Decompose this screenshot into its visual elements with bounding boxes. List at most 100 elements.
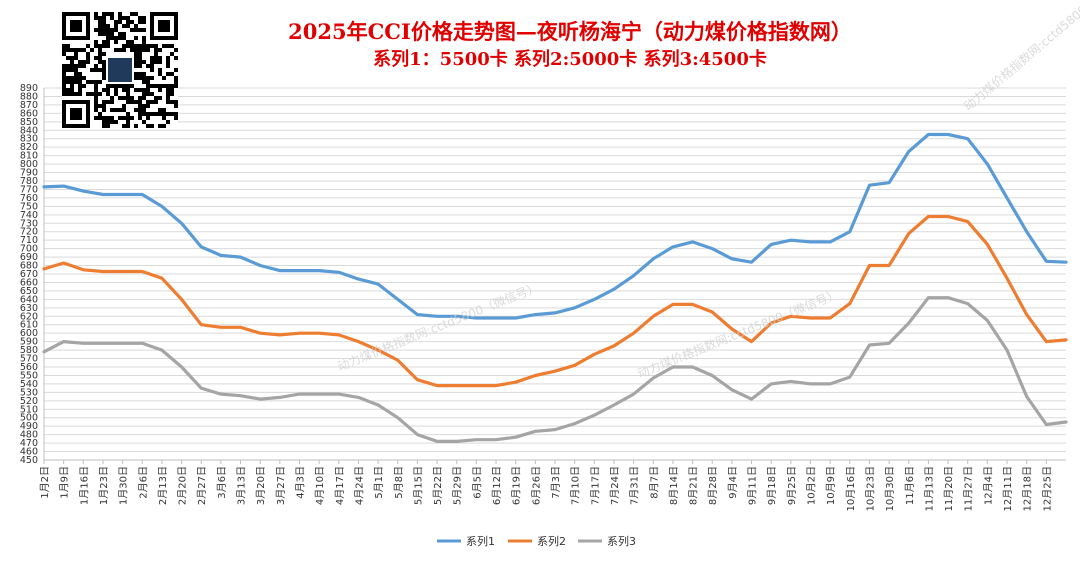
qr-module: [138, 96, 142, 100]
qr-module: [106, 92, 110, 96]
qr-module: [102, 68, 106, 72]
y-tick-label: 850: [20, 117, 38, 128]
qr-module: [142, 120, 146, 124]
qr-module: [70, 88, 74, 92]
chart-title: 2025年CCI价格走势图—夜听杨海宁（动力煤价格指数网）: [288, 19, 852, 44]
qr-module: [122, 84, 126, 88]
qr-module: [70, 64, 74, 68]
qr-module: [90, 48, 94, 52]
qr-module: [134, 28, 138, 32]
qr-module: [70, 92, 74, 96]
qr-module: [66, 76, 70, 80]
qr-module: [154, 100, 158, 104]
x-tick-label: 8月28日: [707, 466, 719, 505]
x-tick-label: 1月30日: [118, 466, 130, 505]
qr-module: [170, 52, 174, 56]
y-tick-label: 530: [20, 387, 38, 398]
qr-module: [114, 84, 118, 88]
qr-module: [150, 112, 154, 116]
qr-module: [158, 56, 162, 60]
x-tick-label: 2月20日: [177, 466, 189, 505]
y-tick-label: 600: [20, 328, 38, 339]
qr-module: [154, 56, 158, 60]
qr-module: [66, 48, 70, 52]
qr-module: [106, 28, 110, 32]
x-tick-label: 4月3日: [295, 466, 307, 499]
qr-module: [106, 44, 110, 48]
qr-module: [94, 68, 98, 72]
qr-module: [74, 92, 78, 96]
qr-module: [162, 76, 166, 80]
qr-module: [118, 84, 122, 88]
qr-module: [166, 84, 170, 88]
qr-module: [146, 92, 150, 96]
qr-module: [146, 124, 150, 128]
qr-module: [158, 112, 162, 116]
qr-module: [138, 88, 142, 92]
qr-module: [150, 124, 154, 128]
qr-module: [142, 48, 146, 52]
qr-module: [146, 116, 150, 120]
qr-module: [102, 24, 106, 28]
qr-module: [106, 124, 110, 128]
x-tick-label: 8月7日: [648, 466, 660, 499]
qr-module: [134, 56, 138, 60]
qr-module: [130, 100, 134, 104]
qr-module: [122, 32, 126, 36]
qr-module: [94, 100, 98, 104]
qr-module: [94, 108, 98, 112]
qr-module: [126, 92, 130, 96]
qr-module: [142, 76, 146, 80]
qr-module: [146, 104, 150, 108]
qr-module: [102, 28, 106, 32]
qr-module: [78, 88, 82, 92]
y-tick-label: 610: [20, 320, 38, 331]
qr-module: [94, 64, 98, 68]
qr-module: [142, 44, 146, 48]
qr-module: [158, 88, 162, 92]
qr-module: [118, 32, 122, 36]
qr-module: [166, 100, 170, 104]
qr-module: [158, 124, 162, 128]
y-axis-ticks: 4504604704804905005105205305405505605705…: [20, 83, 38, 466]
y-tick-label: 640: [20, 294, 38, 305]
qr-module: [62, 80, 66, 84]
qr-module: [74, 80, 78, 84]
qr-module: [86, 44, 90, 48]
y-tick-label: 570: [20, 354, 38, 365]
qr-module: [134, 100, 138, 104]
y-tick-label: 500: [20, 413, 38, 424]
qr-module: [166, 92, 170, 96]
qr-module: [138, 104, 142, 108]
qr-code-icon: [62, 12, 178, 128]
x-tick-label: 8月14日: [668, 466, 680, 505]
qr-module: [82, 84, 86, 88]
qr-module: [114, 48, 118, 52]
qr-module: [134, 36, 138, 40]
qr-module: [118, 116, 122, 120]
qr-module: [110, 96, 114, 100]
qr-module: [94, 92, 98, 96]
x-tick-label: 4月24日: [353, 466, 365, 505]
qr-module: [102, 76, 106, 80]
y-tick-label: 510: [20, 404, 38, 415]
qr-module: [146, 112, 150, 116]
qr-module: [122, 96, 126, 100]
qr-module: [174, 48, 178, 52]
y-tick-label: 450: [20, 455, 38, 466]
x-tick-label: 1月9日: [59, 466, 71, 499]
qr-module: [70, 48, 74, 52]
qr-module: [106, 120, 110, 124]
qr-module: [66, 44, 70, 48]
qr-module: [142, 112, 146, 116]
qr-module: [126, 124, 130, 128]
qr-module: [102, 12, 106, 16]
qr-module: [122, 16, 126, 20]
qr-module: [162, 84, 166, 88]
qr-module: [62, 92, 66, 96]
qr-module: [114, 24, 118, 28]
qr-module: [150, 92, 154, 96]
qr-module: [134, 64, 138, 68]
y-tick-label: 680: [20, 261, 38, 272]
qr-module: [62, 72, 66, 76]
